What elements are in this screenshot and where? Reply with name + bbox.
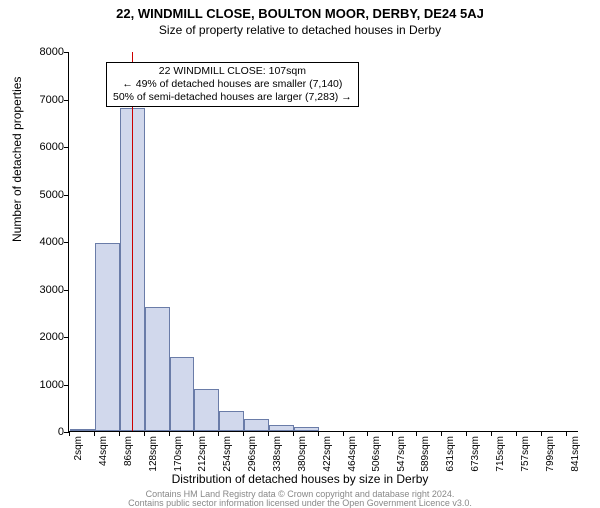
annotation-line-1: 22 WINDMILL CLOSE: 107sqm [113,65,352,78]
x-tick-label: 212sqm [197,436,208,472]
annotation-line-3: 50% of semi-detached houses are larger (… [113,91,352,104]
x-tick-mark [516,431,517,436]
y-tick-mark [64,337,69,338]
x-tick-label: 589sqm [420,436,431,472]
y-tick-mark [64,242,69,243]
histogram-bar [70,429,95,431]
histogram-bar [95,243,120,431]
y-tick-label: 0 [24,426,64,438]
x-tick-label: 170sqm [173,436,184,472]
x-tick-label: 44sqm [98,436,109,466]
x-tick-label: 2sqm [73,436,84,460]
x-tick-mark [318,431,319,436]
x-tick-mark [119,431,120,436]
y-tick-mark [64,100,69,101]
y-tick-mark [64,147,69,148]
x-tick-mark [293,431,294,436]
x-tick-label: 631sqm [445,436,456,472]
x-axis-label: Distribution of detached houses by size … [0,472,600,486]
x-tick-mark [566,431,567,436]
x-tick-mark [243,431,244,436]
x-tick-label: 86sqm [123,436,134,466]
x-tick-mark [441,431,442,436]
x-tick-mark [218,431,219,436]
x-tick-mark [491,431,492,436]
annotation-line-2: ← 49% of detached houses are smaller (7,… [113,78,352,91]
histogram-bar [294,427,319,431]
x-tick-label: 422sqm [322,436,333,472]
footer-attribution: Contains HM Land Registry data © Crown c… [0,490,600,508]
annotation-box: 22 WINDMILL CLOSE: 107sqm ← 49% of detac… [106,62,359,107]
x-tick-mark [169,431,170,436]
x-tick-mark [466,431,467,436]
y-tick-label: 6000 [24,141,64,153]
x-tick-label: 673sqm [470,436,481,472]
x-tick-mark [392,431,393,436]
x-tick-label: 757sqm [520,436,531,472]
x-tick-mark [94,431,95,436]
x-tick-label: 296sqm [247,436,258,472]
y-tick-label: 2000 [24,331,64,343]
y-tick-mark [64,385,69,386]
chart-title-sub: Size of property relative to detached ho… [0,23,600,37]
y-tick-label: 5000 [24,189,64,201]
x-tick-mark [268,431,269,436]
reference-line [132,52,133,431]
histogram-bar [219,411,244,431]
y-tick-label: 4000 [24,236,64,248]
y-axis-label: Number of detached properties [10,77,24,242]
histogram-bar [244,419,269,431]
x-tick-mark [144,431,145,436]
x-tick-mark [416,431,417,436]
x-tick-label: 338sqm [272,436,283,472]
histogram-bar [194,389,219,431]
y-tick-label: 8000 [24,46,64,58]
y-tick-label: 7000 [24,94,64,106]
histogram-bar [269,425,294,431]
histogram-bar [170,357,195,431]
x-tick-label: 254sqm [222,436,233,472]
x-tick-label: 799sqm [545,436,556,472]
x-tick-label: 380sqm [297,436,308,472]
x-tick-label: 841sqm [570,436,581,472]
x-tick-label: 128sqm [148,436,159,472]
plot-area [68,52,578,432]
x-tick-label: 715sqm [495,436,506,472]
chart-area: 010002000300040005000600070008000 2sqm44… [68,52,578,432]
x-tick-mark [193,431,194,436]
histogram-bar [145,307,170,431]
x-tick-label: 547sqm [396,436,407,472]
y-tick-mark [64,52,69,53]
chart-title-main: 22, WINDMILL CLOSE, BOULTON MOOR, DERBY,… [0,6,600,21]
y-tick-mark [64,195,69,196]
y-tick-label: 3000 [24,284,64,296]
x-tick-mark [367,431,368,436]
x-tick-label: 506sqm [371,436,382,472]
y-tick-label: 1000 [24,379,64,391]
y-tick-mark [64,290,69,291]
x-tick-mark [343,431,344,436]
x-tick-mark [69,431,70,436]
x-tick-mark [541,431,542,436]
x-tick-label: 464sqm [347,436,358,472]
